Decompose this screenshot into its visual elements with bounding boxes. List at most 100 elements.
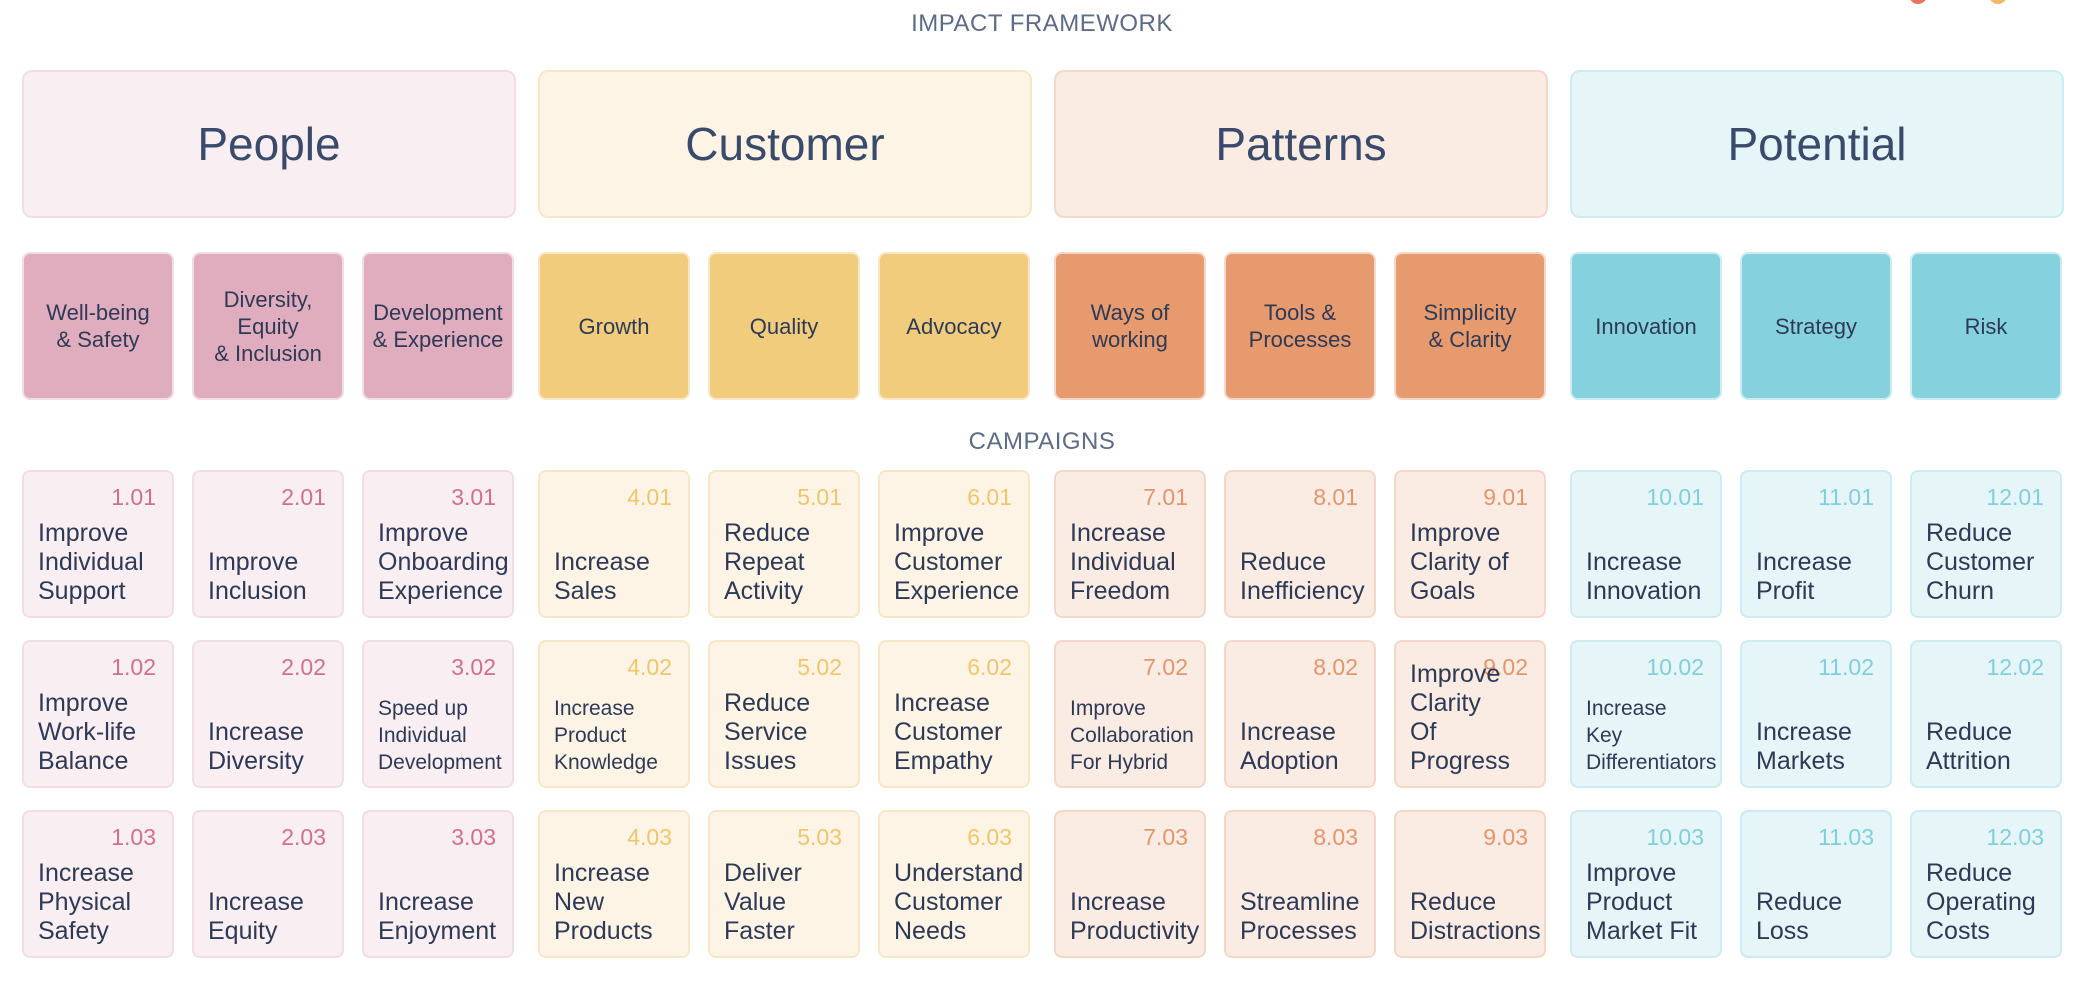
campaign-label: Reduce Inefficiency: [1240, 548, 1365, 605]
campaign-column: 7.01 Increase Individual Freedom 7.02 Impro…: [1054, 470, 1206, 958]
category-tile[interactable]: Simplicity & Clarity: [1394, 252, 1546, 400]
pillar-customer: Customer: [538, 70, 1032, 218]
category-tile[interactable]: Tools & Processes: [1224, 252, 1376, 400]
campaign-card[interactable]: 3.01 Improve Onboarding Experience: [362, 470, 514, 618]
campaign-card[interactable]: 5.03 Deliver Value Faster: [708, 810, 860, 958]
campaign-card[interactable]: 12.02 Reduce Attrition: [1910, 640, 2062, 788]
campaign-card[interactable]: 11.03 Reduce Loss: [1740, 810, 1892, 958]
campaign-label: Increase Innovation: [1586, 548, 1702, 605]
category-group-people: Well-being & Safety Diversity, Equity & I…: [22, 252, 516, 400]
campaign-card[interactable]: 1.03 Increase Physical Safety: [22, 810, 174, 958]
campaign-label: Reduce Customer Churn: [1926, 519, 2035, 605]
campaign-label: Reduce Loss: [1756, 888, 1843, 945]
campaign-number: 2.01: [281, 484, 326, 510]
campaign-card[interactable]: 1.02 Improve Work-life Balance: [22, 640, 174, 788]
campaign-label: Reduce Operating Costs: [1926, 859, 2036, 945]
campaign-label: Increase Product Knowledge: [554, 697, 658, 774]
category-tile[interactable]: Quality: [708, 252, 860, 400]
campaign-number: 8.02: [1313, 654, 1358, 680]
campaign-column: 9.01 Improve Clarity of Goals 9.02 Improve …: [1394, 470, 1546, 958]
campaign-column: 6.01 Improve Customer Experience 6.02 Incre…: [878, 470, 1030, 958]
pillar-row: People Customer Patterns Potential: [22, 70, 2064, 218]
category-tile[interactable]: Innovation: [1570, 252, 1722, 400]
campaign-card[interactable]: 12.01 Reduce Customer Churn: [1910, 470, 2062, 618]
campaign-card[interactable]: 7.01 Increase Individual Freedom: [1054, 470, 1206, 618]
campaign-column: 10.01 Increase Innovation 10.02 Increase Ke…: [1570, 470, 1722, 958]
campaign-card[interactable]: 10.03 Improve Product Market Fit: [1570, 810, 1722, 958]
campaign-column: 2.01 Improve Inclusion 2.02 Increase Divers…: [192, 470, 344, 958]
campaign-label: Increase Key Differentiators: [1586, 697, 1717, 774]
campaign-label: Improve Work-life Balance: [38, 689, 137, 775]
impact-framework-title: IMPACT FRAMEWORK: [911, 10, 1173, 37]
category-tile[interactable]: Growth: [538, 252, 690, 400]
campaign-number: 9.03: [1483, 824, 1528, 850]
campaign-card[interactable]: 2.01 Improve Inclusion: [192, 470, 344, 618]
campaign-card[interactable]: 6.01 Improve Customer Experience: [878, 470, 1030, 618]
campaign-number: 11.03: [1818, 824, 1874, 850]
campaign-number: 9.02: [1483, 654, 1528, 680]
campaign-number: 5.03: [797, 824, 842, 850]
campaign-number: 5.02: [797, 654, 842, 680]
campaign-label: Reduce Service Issues: [724, 689, 811, 775]
campaign-number: 1.02: [111, 654, 156, 680]
campaign-card[interactable]: 7.02 Improve Collaboration For Hybrid: [1054, 640, 1206, 788]
campaign-card[interactable]: 6.02 Increase Customer Empathy: [878, 640, 1030, 788]
campaign-column: 3.01 Improve Onboarding Experience 3.02 Spe…: [362, 470, 514, 958]
campaign-card[interactable]: 2.03 Increase Equity: [192, 810, 344, 958]
campaign-card[interactable]: 7.03 Increase Productivity: [1054, 810, 1206, 958]
campaign-number: 6.02: [967, 654, 1012, 680]
campaign-label: Increase Productivity: [1070, 888, 1200, 945]
category-tile[interactable]: Advocacy: [878, 252, 1030, 400]
campaign-card[interactable]: 3.03 Increase Enjoyment: [362, 810, 514, 958]
campaign-number: 3.03: [451, 824, 496, 850]
campaign-card[interactable]: 3.02 Speed up Individual Development: [362, 640, 514, 788]
category-tile[interactable]: Strategy: [1740, 252, 1892, 400]
campaign-number: 7.01: [1143, 484, 1188, 510]
campaign-label: Improve Product Market Fit: [1586, 859, 1698, 945]
campaign-card[interactable]: 4.02 Increase Product Knowledge: [538, 640, 690, 788]
campaign-card[interactable]: 8.01 Reduce Inefficiency: [1224, 470, 1376, 618]
category-group-customer: Growth Quality Advocacy: [538, 252, 1032, 400]
campaign-card[interactable]: 2.02 Increase Diversity: [192, 640, 344, 788]
campaign-card[interactable]: 6.03 Understand Customer Needs: [878, 810, 1030, 958]
category-tile[interactable]: Risk: [1910, 252, 2062, 400]
campaign-card[interactable]: 8.03 Streamline Processes: [1224, 810, 1376, 958]
campaign-card[interactable]: 5.01 Reduce Repeat Activity: [708, 470, 860, 618]
campaign-label: Improve Customer Experience: [894, 519, 1020, 605]
campaign-number: 2.02: [281, 654, 326, 680]
category-tile[interactable]: Well-being & Safety: [22, 252, 174, 400]
campaign-label: Improve Onboarding Experience: [378, 519, 509, 605]
campaign-column: 11.01 Increase Profit 11.02 Increase Market…: [1740, 470, 1892, 958]
campaign-card[interactable]: 4.01 Increase Sales: [538, 470, 690, 618]
campaign-card[interactable]: 5.02 Reduce Service Issues: [708, 640, 860, 788]
campaign-column: 8.01 Reduce Inefficiency 8.02 Increase Adop…: [1224, 470, 1376, 958]
campaign-card[interactable]: 10.01 Increase Innovation: [1570, 470, 1722, 618]
campaign-card[interactable]: 9.01 Improve Clarity of Goals: [1394, 470, 1546, 618]
category-tile[interactable]: Ways of working: [1054, 252, 1206, 400]
campaign-card[interactable]: 9.02 Improve Clarity Of Progress: [1394, 640, 1546, 788]
campaign-card[interactable]: 8.02 Increase Adoption: [1224, 640, 1376, 788]
campaign-label: Speed up Individual Development: [378, 697, 502, 774]
category-tile[interactable]: Development & Experience: [362, 252, 514, 400]
yellow-dot-icon: [1989, 0, 2007, 4]
campaign-number: 4.01: [627, 484, 672, 510]
category-group-potential: Innovation Strategy Risk: [1570, 252, 2064, 400]
pillar-people: People: [22, 70, 516, 218]
campaign-card[interactable]: 4.03 Increase New Products: [538, 810, 690, 958]
campaign-number: 1.01: [111, 484, 156, 510]
campaign-card[interactable]: 1.01 Improve Individual Support: [22, 470, 174, 618]
campaign-number: 11.01: [1818, 484, 1874, 510]
campaign-card[interactable]: 9.03 Reduce Distractions: [1394, 810, 1546, 958]
campaign-card[interactable]: 10.02 Increase Key Differentiators: [1570, 640, 1722, 788]
campaign-column: 4.01 Increase Sales 4.02 Increase Product K…: [538, 470, 690, 958]
category-tile[interactable]: Diversity, Equity & Inclusion: [192, 252, 344, 400]
campaign-number: 11.02: [1818, 654, 1874, 680]
campaign-group-potential: 10.01 Increase Innovation 10.02 Increase Ke…: [1570, 470, 2064, 958]
campaign-card[interactable]: 11.01 Increase Profit: [1740, 470, 1892, 618]
campaign-number: 2.03: [281, 824, 326, 850]
campaign-number: 9.01: [1483, 484, 1528, 510]
campaign-label: Improve Clarity of Goals: [1410, 519, 1509, 605]
campaign-card[interactable]: 12.03 Reduce Operating Costs: [1910, 810, 2062, 958]
campaign-card[interactable]: 11.02 Increase Markets: [1740, 640, 1892, 788]
campaign-label: Increase Physical Safety: [38, 859, 134, 945]
